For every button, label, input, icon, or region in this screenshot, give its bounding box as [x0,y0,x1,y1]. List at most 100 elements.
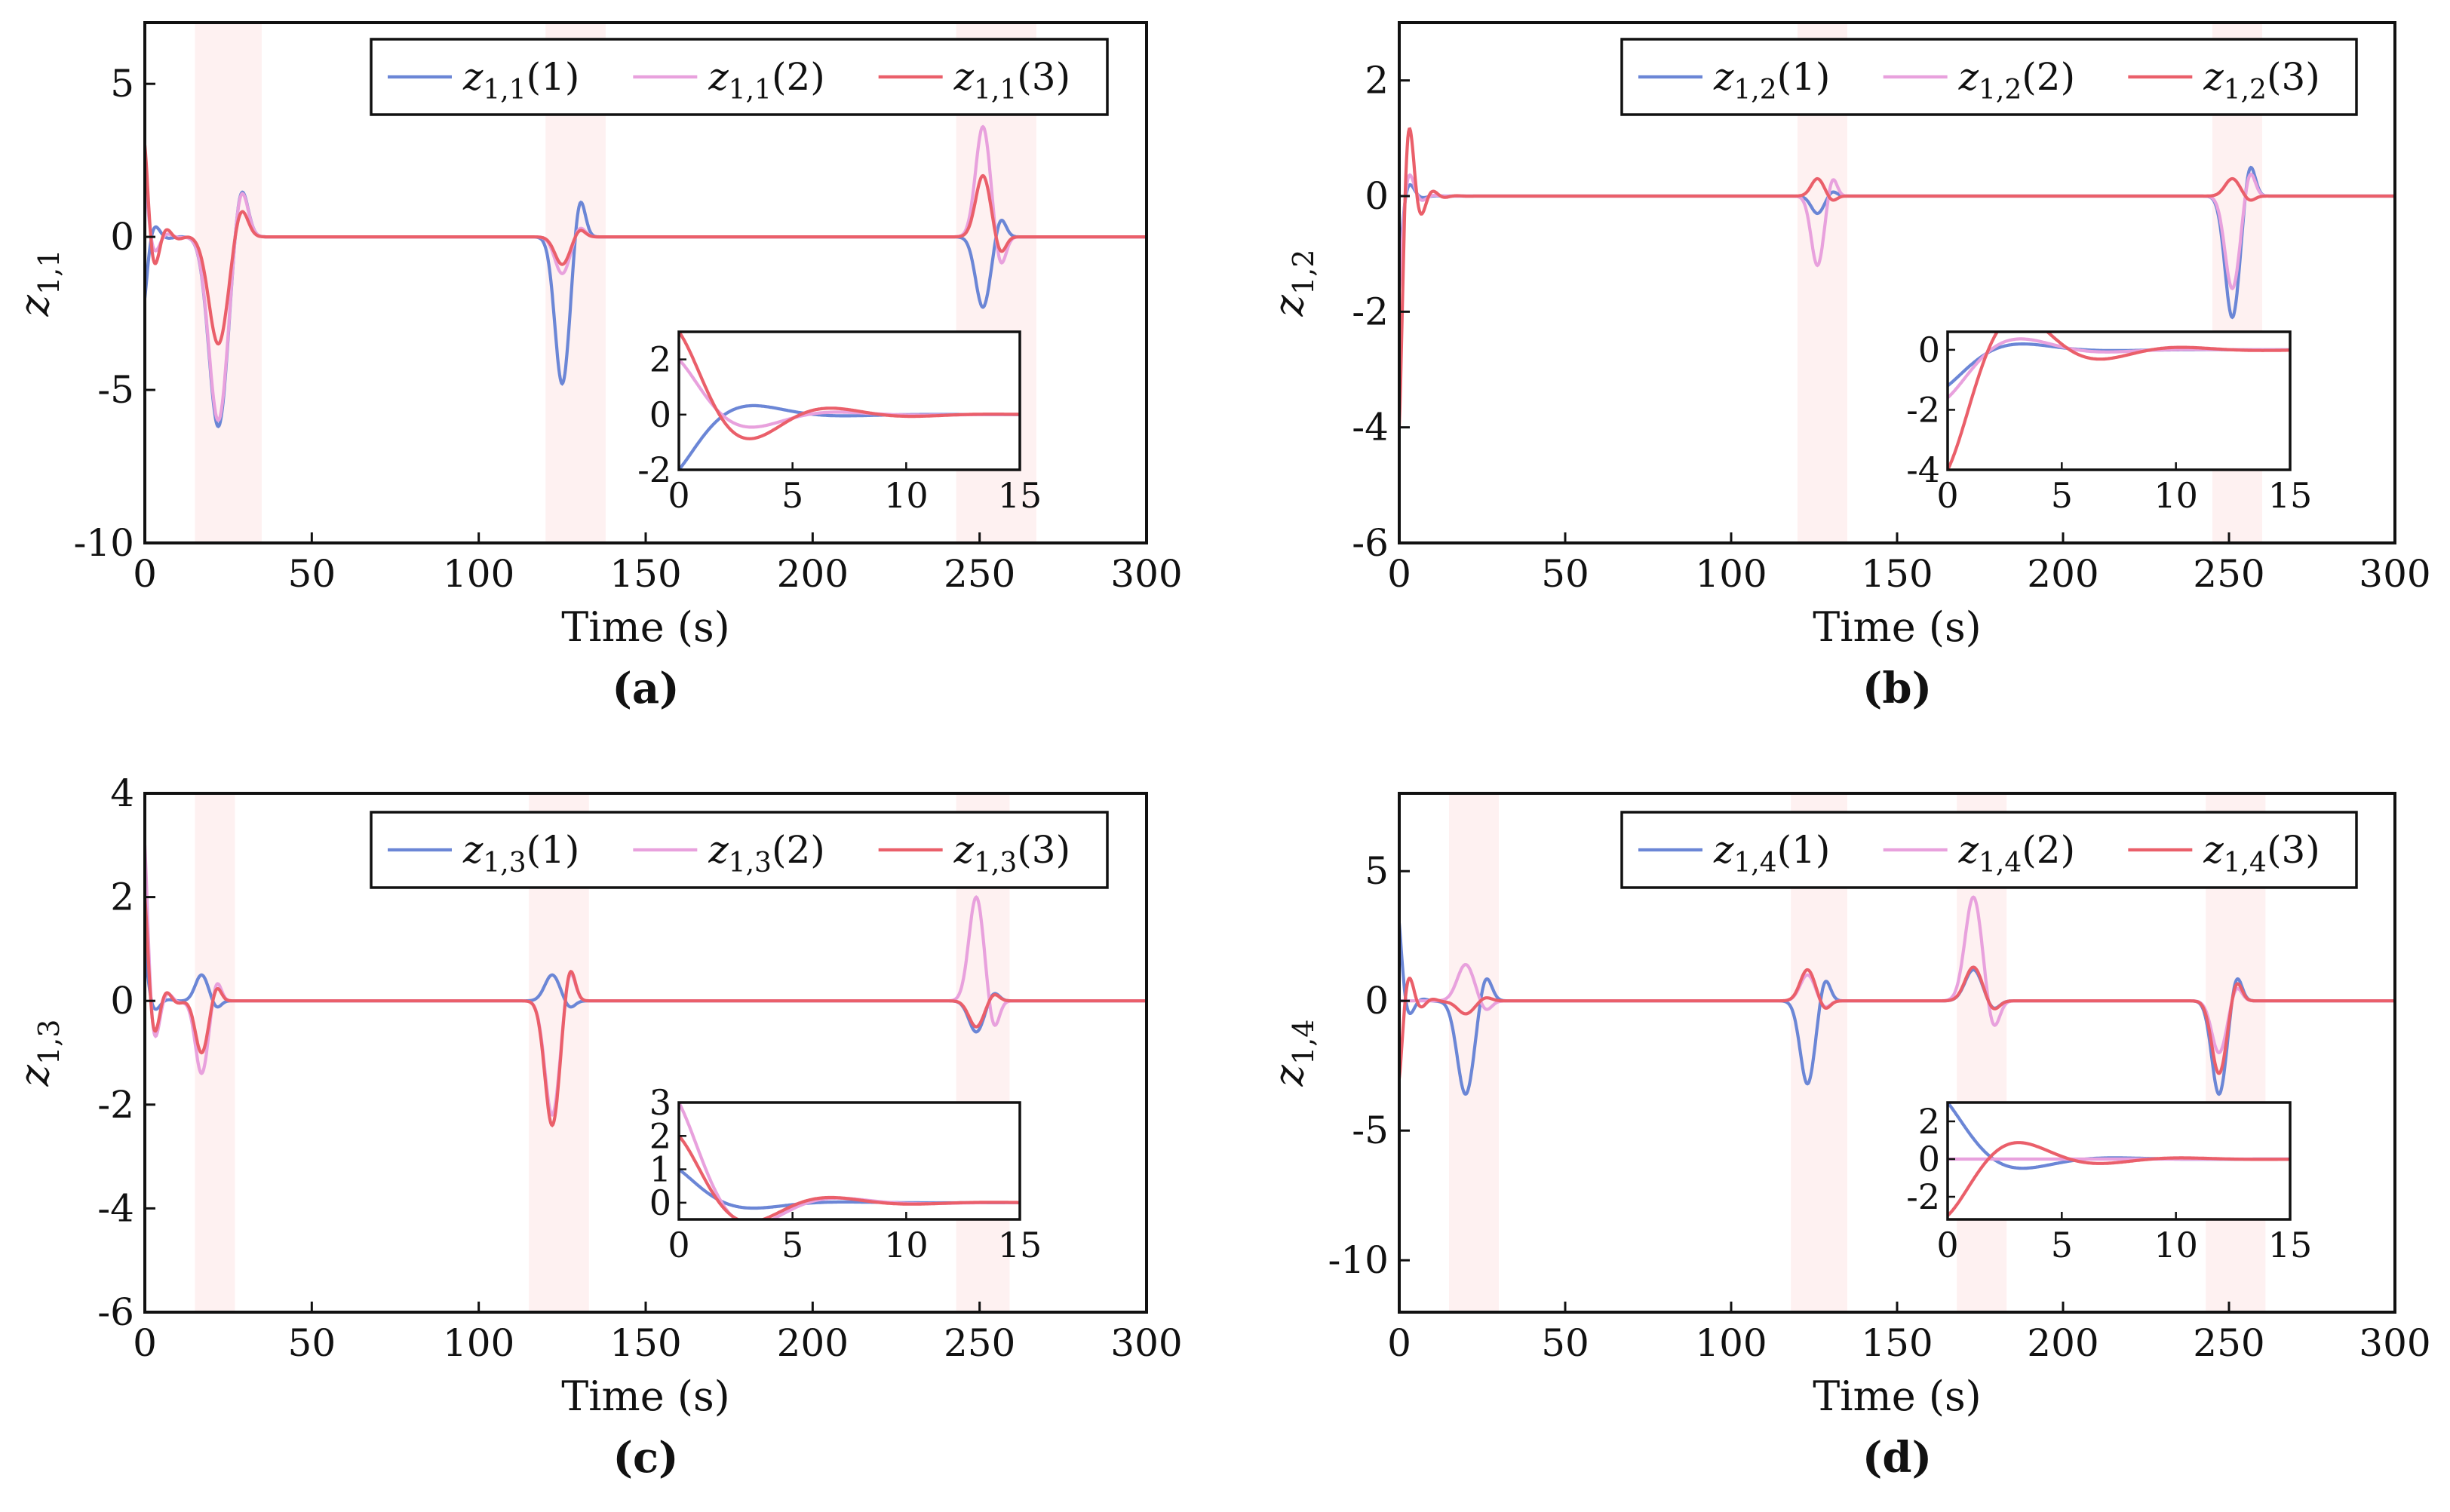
series-group [145,124,1147,429]
inset-x-tick-label: 0 [1936,1225,1958,1265]
legend-arg: (2) [2022,55,2075,99]
inset-x-tick-label: 0 [668,475,689,516]
legend-base: z [708,55,729,99]
x-axis-label: Time (s) [1813,603,1981,651]
x-tick-label: 150 [609,552,681,596]
x-tick-label: 100 [1695,1321,1767,1365]
y-tick-label: -2 [97,1083,134,1127]
x-tick-label: 150 [1861,1321,1933,1365]
y-axis-label-base: z [11,1064,58,1087]
inset-chart: 0 5 10 15 0 -2 -4 [1906,330,2313,516]
inset-frame [677,1101,1021,1221]
inset-x-tick-label: 10 [2154,475,2198,516]
legend-arg: (1) [527,55,580,99]
legend-base: z [953,828,975,872]
legend-entry-3: z1,3(3) [953,828,1070,879]
inset-y-tick-label: -2 [1906,389,1940,430]
inset-y-tick-label: 0 [1918,330,1940,370]
x-tick-label: 200 [2027,552,2098,596]
legend: z1,3(1) z1,3(2) z1,3(3) [370,811,1109,889]
legend-base: z [953,55,975,99]
x-tick-label: 100 [443,1321,514,1365]
x-tick-label: 50 [1541,1321,1589,1365]
legend-sub: 1,4 [1979,848,2022,879]
legend: z1,1(1) z1,1(2) z1,1(3) [370,38,1109,116]
y-axis-label-base: z [1265,294,1312,317]
legend-sub: 1,2 [2224,75,2267,106]
y-tick-label: 5 [1365,849,1389,893]
y-tick-label: 5 [110,62,134,106]
x-tick-label: 100 [443,552,514,596]
x-tick-label: 300 [1110,552,1182,596]
legend-sub: 1,3 [729,848,772,879]
y-tick-label: 2 [110,876,134,919]
inset-x-tick-label: 15 [2268,1225,2313,1265]
inset-y-tick-label: -4 [1906,449,1940,490]
y-tick-label: 0 [110,215,134,259]
legend-sub: 1,1 [729,75,772,106]
y-tick-label: 4 [110,771,134,815]
series-group [145,845,1147,1127]
x-tick-label: 200 [777,1321,849,1365]
x-axis-label: Time (s) [561,1372,729,1420]
legend-base: z [2203,55,2224,99]
y-tick-label: -6 [97,1290,134,1334]
x-tick-label: 250 [944,552,1015,596]
legend-sub: 1,3 [483,848,526,879]
x-tick-label: 200 [2027,1321,2098,1365]
legend-box [1620,811,2358,889]
inset-x-tick-label: 15 [2268,475,2313,516]
legend-entry-2: z1,1(2) [708,55,824,106]
inset-frame [677,330,1021,471]
inset-x-tick-label: 10 [2154,1225,2198,1265]
legend-entry-1: z1,2(1) [1713,55,1830,106]
y-tick-label: -5 [1352,1109,1389,1152]
inset-y-tick-label: 0 [649,394,671,435]
legend-box [370,811,1109,889]
legend-base: z [1713,55,1734,99]
legend-sub: 1,3 [974,848,1017,879]
legend-sub: 1,4 [2224,848,2267,879]
inset-y-tick-label: 3 [649,1082,671,1123]
x-tick-label: 250 [944,1321,1015,1365]
x-tick-label: 100 [1695,552,1767,596]
y-tick-label: -10 [1328,1238,1389,1282]
series-line-3 [145,897,1147,1127]
series-line-3 [1399,127,2395,428]
y-axis-label: z1,2 [1265,250,1320,317]
inset-background [679,332,1020,470]
y-axis-label: z1,1 [11,250,66,317]
x-tick-label: 50 [288,1321,336,1365]
y-axis-label-sub: 1,4 [1287,1020,1320,1065]
inset-y-tick-label: -2 [637,449,671,490]
legend-arg: (1) [1777,55,1831,99]
series-group [1399,127,2395,428]
y-axis-label: z1,3 [11,1020,66,1087]
legend-sub: 1,1 [483,75,526,106]
legend-base: z [708,828,729,872]
inset-x-tick-label: 15 [998,475,1042,516]
x-tick-label: 300 [2359,1321,2430,1365]
y-tick-label: 0 [110,979,134,1023]
legend-sub: 1,2 [1979,75,2022,106]
legend-base: z [1713,828,1734,872]
legend-base: z [1958,828,1979,872]
legend-entry-3: z1,4(3) [2203,828,2320,879]
legend-sub: 1,4 [1733,848,1776,879]
legend-arg: (1) [527,828,580,872]
legend-entry-2: z1,4(2) [1958,828,2075,879]
x-tick-label: 0 [1387,552,1411,596]
y-tick-label: -4 [1352,406,1389,449]
legend-base: z [2203,828,2224,872]
x-tick-label: 250 [2193,552,2264,596]
legend-sub: 1,2 [1733,75,1776,106]
y-tick-label: 0 [1365,174,1389,218]
legend-base: z [462,55,484,99]
legend-arg: (2) [772,828,825,872]
legend-entry-2: z1,3(2) [708,828,824,879]
x-tick-label: 150 [609,1321,681,1365]
legend-box [370,38,1109,116]
